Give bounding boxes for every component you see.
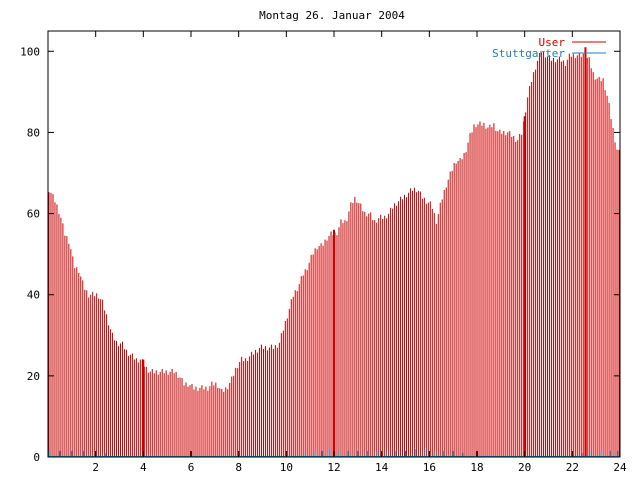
chart-title: Montag 26. Januar 2004 [259, 9, 405, 22]
x-axis: 2 4 6 8 10 12 14 16 18 20 22 24 [92, 31, 627, 474]
y-axis: 0 20 40 60 80 100 [20, 45, 620, 464]
y-tick-label: 20 [27, 370, 40, 383]
x-tick-label: 14 [375, 461, 389, 474]
x-tick-label: 8 [235, 461, 242, 474]
y-tick-label: 60 [27, 208, 40, 221]
x-tick-label: 2 [92, 461, 99, 474]
x-tick-label: 10 [280, 461, 293, 474]
x-tick-label: 18 [470, 461, 483, 474]
y-tick-label: 100 [20, 45, 40, 58]
user-series [48, 47, 620, 457]
x-tick-label: 20 [518, 461, 531, 474]
x-tick-label: 24 [613, 461, 627, 474]
x-tick-label: 4 [140, 461, 147, 474]
x-tick-label: 16 [423, 461, 436, 474]
x-tick-label: 12 [327, 461, 340, 474]
legend-stuttgarter-label: Stuttgarter [492, 47, 565, 60]
y-tick-label: 80 [27, 126, 40, 139]
y-tick-label: 40 [27, 289, 40, 302]
x-tick-label: 6 [188, 461, 195, 474]
legend-user-label: User [539, 36, 566, 49]
legend: User Stuttgarter [492, 36, 606, 60]
y-tick-label: 0 [33, 451, 40, 464]
x-tick-label: 22 [566, 461, 579, 474]
